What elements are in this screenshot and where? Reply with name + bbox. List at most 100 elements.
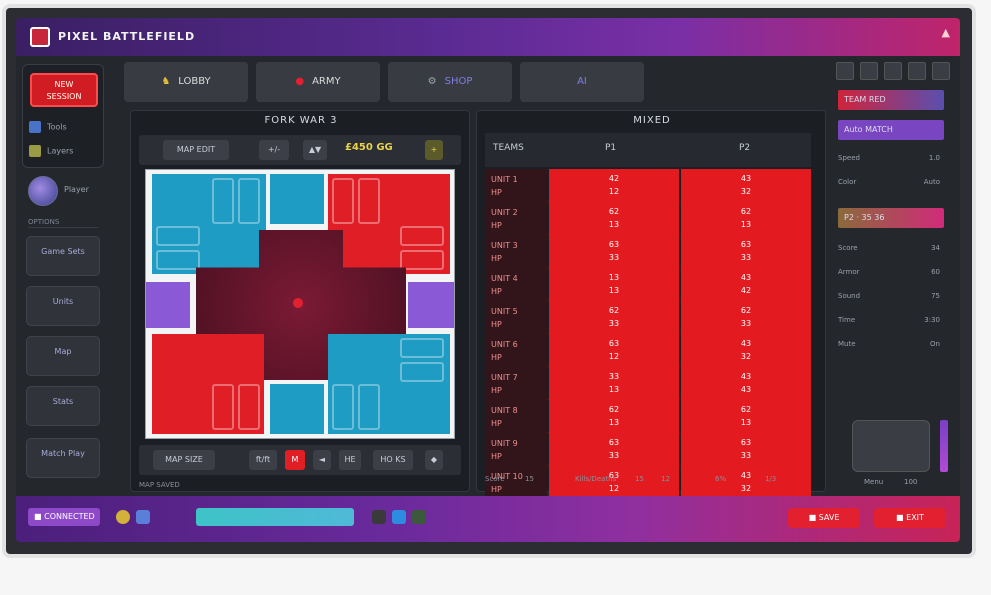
tool-icon[interactable] [860,62,878,80]
ho-ks-button[interactable]: HO KS [373,450,413,470]
sidebar-button-units[interactable]: Units [26,286,100,326]
user-icon[interactable] [136,510,150,524]
new-session-button[interactable]: NEW SESSION [30,73,98,107]
zone-blue-top-left[interactable] [152,174,266,274]
tool-icon[interactable] [932,62,950,80]
map-cell[interactable] [156,226,200,246]
row-value[interactable]: 63 12 [549,466,679,499]
save-button[interactable]: ■ SAVE [788,508,860,528]
map-cell[interactable] [400,338,444,358]
vertical-slider[interactable] [940,420,948,472]
sidebar-button-stats[interactable]: Stats [26,386,100,426]
zone-purple-right[interactable] [408,282,454,328]
map-cell[interactable] [400,250,444,270]
connection-status[interactable]: ■ CONNECTED [28,508,100,526]
map-size-button[interactable]: MAP SIZE [153,450,215,470]
map-cell[interactable] [212,384,234,430]
battle-map[interactable] [145,169,455,439]
row-value[interactable]: 62 33 [549,301,679,334]
zoom-button[interactable]: +/- [259,140,289,160]
table-row[interactable]: UNIT 2 HP 62 13 62 13 [485,202,811,235]
row-value[interactable]: 62 33 [681,301,811,334]
map-cell[interactable] [400,226,444,246]
row-value[interactable]: 63 33 [681,433,811,466]
row-value[interactable]: 63 12 [549,334,679,367]
sort-button[interactable]: ▲▼ [303,140,327,160]
table-row[interactable]: UNIT 9 HP 63 33 63 33 [485,433,811,466]
table-row[interactable]: UNIT 8 HP 62 13 62 13 [485,400,811,433]
setting-row[interactable]: Mute On [838,340,940,348]
row-value[interactable]: 62 13 [681,400,811,433]
table-row[interactable]: UNIT 7 HP 33 13 43 43 [485,367,811,400]
setting-row[interactable]: Sound 75 [838,292,940,300]
row-value[interactable]: 62 13 [681,202,811,235]
setting-row[interactable]: Score 34 [838,244,940,252]
table-row[interactable]: UNIT 1 HP 42 12 43 32 [485,169,811,202]
feet-button[interactable]: ft/ft [249,450,277,470]
add-score-button[interactable]: + [425,140,443,160]
setting-row[interactable]: Speed 1.0 [838,154,940,162]
row-value[interactable]: 63 33 [549,433,679,466]
row-value[interactable]: 62 13 [549,202,679,235]
map-cell[interactable] [238,178,260,224]
map-cell[interactable] [212,178,234,224]
exit-button[interactable]: ■ EXIT [874,508,946,528]
zone-purple-left[interactable] [146,282,190,328]
sidebar-button-map[interactable]: Map [26,336,100,376]
sidebar-button-match-play[interactable]: Match Play [26,438,100,478]
row-value[interactable]: 43 32 [681,169,811,202]
row-value[interactable]: 63 33 [681,235,811,268]
play-icon[interactable] [372,510,386,524]
sidebar-item-layers[interactable]: Layers [29,145,99,161]
p2-bar[interactable]: P2 · 35 36 [838,208,944,228]
setting-row[interactable]: Armor 60 [838,268,940,276]
map-icon[interactable] [412,510,426,524]
prev-button[interactable]: ◄ [313,450,331,470]
map-cell[interactable] [332,178,354,224]
row-value[interactable]: 43 32 [681,466,811,499]
tab-ai[interactable]: AI [520,62,644,102]
sidebar-button-game-sets[interactable]: Game Sets [26,236,100,276]
setting-row[interactable]: Color Auto [838,178,940,186]
table-row[interactable]: UNIT 5 HP 62 33 62 33 [485,301,811,334]
zone-red-top-right[interactable] [328,174,450,274]
tab-shop[interactable]: ⚙ SHOP [388,62,512,102]
he-button[interactable]: HE [339,450,361,470]
tab-lobby[interactable]: ♞ LOBBY [124,62,248,102]
diamond-button[interactable]: ◆ [425,450,443,470]
map-cell[interactable] [156,250,200,270]
map-cell[interactable] [358,178,380,224]
zone-blue-bottom-right[interactable] [328,334,450,434]
map-edit-button[interactable]: MAP EDIT [163,140,229,160]
table-row[interactable]: UNIT 10 HP 63 12 43 32 [485,466,811,499]
row-value[interactable]: 43 32 [681,334,811,367]
avatar[interactable] [28,176,58,206]
alert-icon[interactable]: ▲ [941,26,950,39]
tool-icon[interactable] [884,62,902,80]
row-value[interactable]: 43 43 [681,367,811,400]
zone-blue-bottom-mid[interactable] [270,384,324,434]
row-value[interactable]: 63 33 [549,235,679,268]
map-cell[interactable] [400,362,444,382]
map-cell[interactable] [238,384,260,430]
table-row[interactable]: UNIT 4 HP 13 13 43 42 [485,268,811,301]
coin-icon[interactable] [116,510,130,524]
tool-icon[interactable] [836,62,854,80]
row-value[interactable]: 42 12 [549,169,679,202]
row-value[interactable]: 62 13 [549,400,679,433]
row-value[interactable]: 33 13 [549,367,679,400]
preview-box[interactable] [852,420,930,472]
auto-match-bar[interactable]: Auto MATCH [838,120,944,140]
table-row[interactable]: UNIT 6 HP 63 12 43 32 [485,334,811,367]
map-cell[interactable] [358,384,380,430]
tab-army[interactable]: ● ARMY [256,62,380,102]
cloud-icon[interactable] [392,510,406,524]
team-red-bar[interactable]: TEAM RED [838,90,944,110]
row-value[interactable]: 43 42 [681,268,811,301]
zone-blue-top-mid[interactable] [270,174,324,224]
tool-icon[interactable] [908,62,926,80]
zone-red-bottom-left[interactable] [152,334,264,434]
table-row[interactable]: UNIT 3 HP 63 33 63 33 [485,235,811,268]
sidebar-item-tools[interactable]: Tools [29,121,99,137]
map-cell[interactable] [332,384,354,430]
